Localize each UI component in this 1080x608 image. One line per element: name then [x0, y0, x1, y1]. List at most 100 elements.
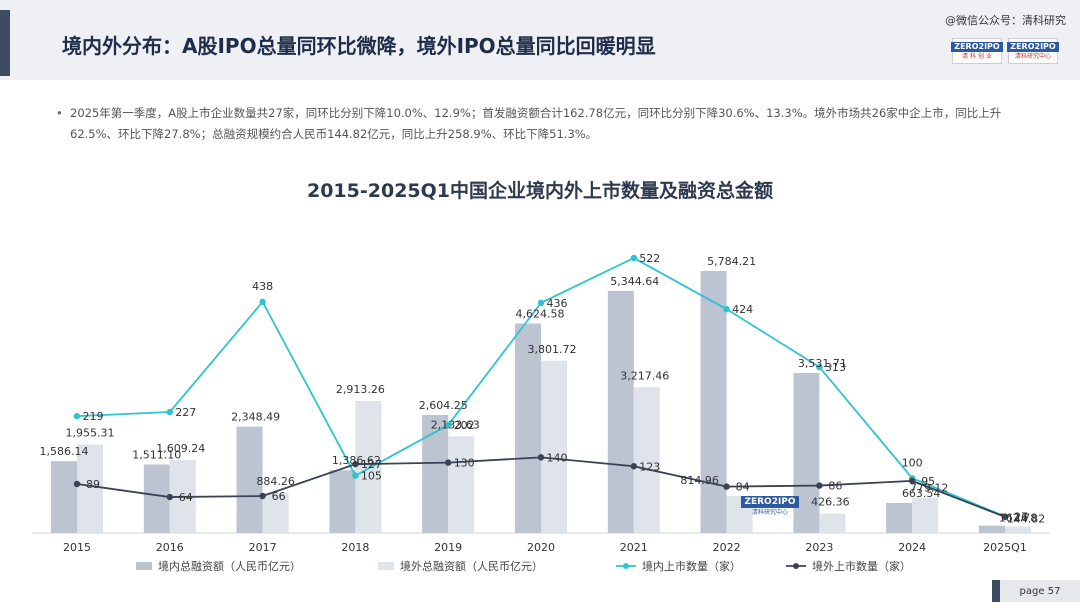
watermark-text: @微信公众号：清科研究 — [945, 14, 1066, 27]
overseas-financing-label: 1,955.31 — [66, 426, 115, 439]
domestic-financing-label: 1,386.62 — [332, 454, 381, 467]
overseas-financing-bar — [1005, 526, 1031, 533]
mid-logo-top: ZERO2IPO — [741, 496, 799, 508]
header-accent-bar — [0, 10, 10, 76]
overseas-financing-bar — [262, 492, 289, 533]
domestic-count-point — [352, 472, 359, 479]
domestic-count-point — [816, 363, 823, 371]
logo-left-sub: 清 科 创 业 — [962, 52, 992, 60]
header-band — [0, 0, 1080, 80]
x-tick-label: 2022 — [713, 541, 741, 554]
page-number: page 57 — [1000, 580, 1080, 602]
chart-title: 2015-2025Q1中国企业境内外上市数量及融资总金额 — [306, 180, 774, 202]
domestic-count-label: 313 — [825, 361, 846, 374]
overseas-financing-label: 2,913.26 — [336, 383, 385, 396]
domestic-count-label: 105 — [361, 470, 382, 483]
domestic-count-point — [166, 408, 173, 416]
domestic-count-label: 227 — [175, 406, 196, 419]
overseas-count-label: 130 — [454, 457, 475, 470]
overseas-count-point — [1001, 513, 1009, 521]
overseas-financing-bar — [448, 436, 475, 533]
x-tick-label: 2021 — [620, 541, 648, 554]
legend-overseas-financing-swatch — [378, 562, 394, 570]
zero2ipo-logo: ZERO2IPO 清 科 创 业 — [951, 38, 1003, 64]
logo-left-top: ZERO2IPO — [951, 41, 1003, 52]
overseas-count-point — [537, 454, 545, 461]
overseas-financing-bar — [633, 387, 660, 533]
domestic-financing-label: 3,531.71 — [798, 357, 847, 370]
overseas-count-point — [73, 480, 81, 488]
overseas-count-point — [909, 477, 916, 485]
overseas-financing-bar — [77, 444, 103, 533]
overseas-financing-label: 3,801.72 — [528, 343, 577, 356]
domestic-financing-bar — [886, 502, 913, 533]
domestic-financing-bar — [979, 525, 1005, 533]
overseas-financing-label: 1,609.24 — [156, 442, 205, 455]
domestic-financing-bar — [793, 373, 820, 533]
overseas-count-point — [445, 459, 452, 466]
domestic-financing-bar — [607, 290, 634, 533]
domestic-financing-label: 663.54 — [902, 487, 941, 500]
overseas-financing-label: 884.26 — [256, 475, 295, 488]
overseas-count-point — [166, 493, 173, 501]
domestic-count-point — [259, 298, 266, 306]
domestic-count-point — [723, 305, 730, 313]
overseas-count-label: 123 — [639, 460, 660, 473]
x-tick-label: 2024 — [898, 541, 926, 554]
x-tick-label: 2017 — [249, 541, 277, 554]
overseas-count-point — [816, 482, 823, 489]
domestic-count-point — [73, 412, 81, 420]
domestic-count-label: 27 — [1014, 510, 1028, 523]
domestic-financing-label: 5,344.64 — [610, 275, 659, 288]
overseas-count-label: 86 — [828, 480, 842, 493]
domestic-financing-bar — [236, 426, 263, 533]
domestic-financing-label: 2,348.49 — [231, 411, 280, 424]
overseas-count-point — [259, 492, 266, 500]
summary-paragraph: • 2025年第一季度，A股上市企业数量共27家，同环比分别下降10.0%、12… — [56, 103, 1020, 145]
chart-watermark-logo: ZERO2IPO 清科研究中心 — [741, 496, 799, 526]
overseas-count-point — [630, 463, 637, 470]
domestic-financing-label: 1,586.14 — [40, 445, 89, 458]
domestic-count-label: 438 — [252, 280, 273, 293]
legend-overseas-count-swatch-dot — [793, 563, 799, 569]
overseas-count-label: 95 — [921, 475, 935, 488]
legend-domestic-count-swatch-dot — [623, 563, 629, 569]
overseas-financing-bar — [819, 513, 846, 533]
x-tick-label: 2025Q1 — [983, 541, 1027, 554]
domestic-count-point — [537, 299, 545, 307]
x-tick-label: 2016 — [156, 541, 184, 554]
domestic-count-label: 219 — [83, 410, 104, 423]
page-number-accent — [992, 580, 1000, 602]
domestic-financing-label: 5,784.21 — [707, 255, 756, 268]
overseas-financing-label: 426.36 — [811, 496, 850, 509]
x-tick-label: 2018 — [341, 541, 369, 554]
overseas-count-label: 84 — [736, 481, 750, 494]
overseas-financing-bar — [541, 360, 567, 533]
x-tick-label: 2023 — [805, 541, 833, 554]
domestic-financing-bar — [515, 323, 541, 533]
overseas-count-label: 127 — [361, 458, 382, 471]
legend-domestic-financing-label: 境内总融资额（人民币亿元） — [158, 559, 301, 573]
domestic-count-label: 424 — [732, 303, 753, 316]
overseas-count-point — [723, 483, 730, 490]
research-center-logo: ZERO2IPO 清科研究中心 — [1007, 38, 1059, 64]
summary-text: 2025年第一季度，A股上市企业数量共27家，同环比分别下降10.0%、12.9… — [70, 106, 1002, 141]
domestic-financing-bar — [143, 464, 170, 533]
domestic-financing-bar — [329, 470, 356, 533]
overseas-financing-label: 814.96 — [680, 474, 719, 487]
domestic-financing-bar — [51, 461, 77, 533]
overseas-count-label: 140 — [547, 451, 568, 464]
domestic-financing-label: 1,511.10 — [132, 449, 181, 462]
legend-domestic-financing-swatch — [136, 562, 152, 570]
domestic-financing-label: 4,624.58 — [516, 308, 565, 321]
x-tick-label: 2020 — [527, 541, 555, 554]
domestic-count-point — [630, 254, 637, 262]
domestic-financing-label: 162.78 — [999, 512, 1038, 525]
domestic-financing-label: 2,604.25 — [419, 399, 468, 412]
domestic-financing-bar — [700, 271, 727, 533]
brand-logos: ZERO2IPO 清 科 创 业 ZERO2IPO 清科研究中心 — [951, 38, 1059, 64]
domestic-count-label: 522 — [639, 252, 660, 265]
domestic-financing-bar — [422, 415, 449, 533]
overseas-count-label: 26 — [1014, 511, 1028, 524]
